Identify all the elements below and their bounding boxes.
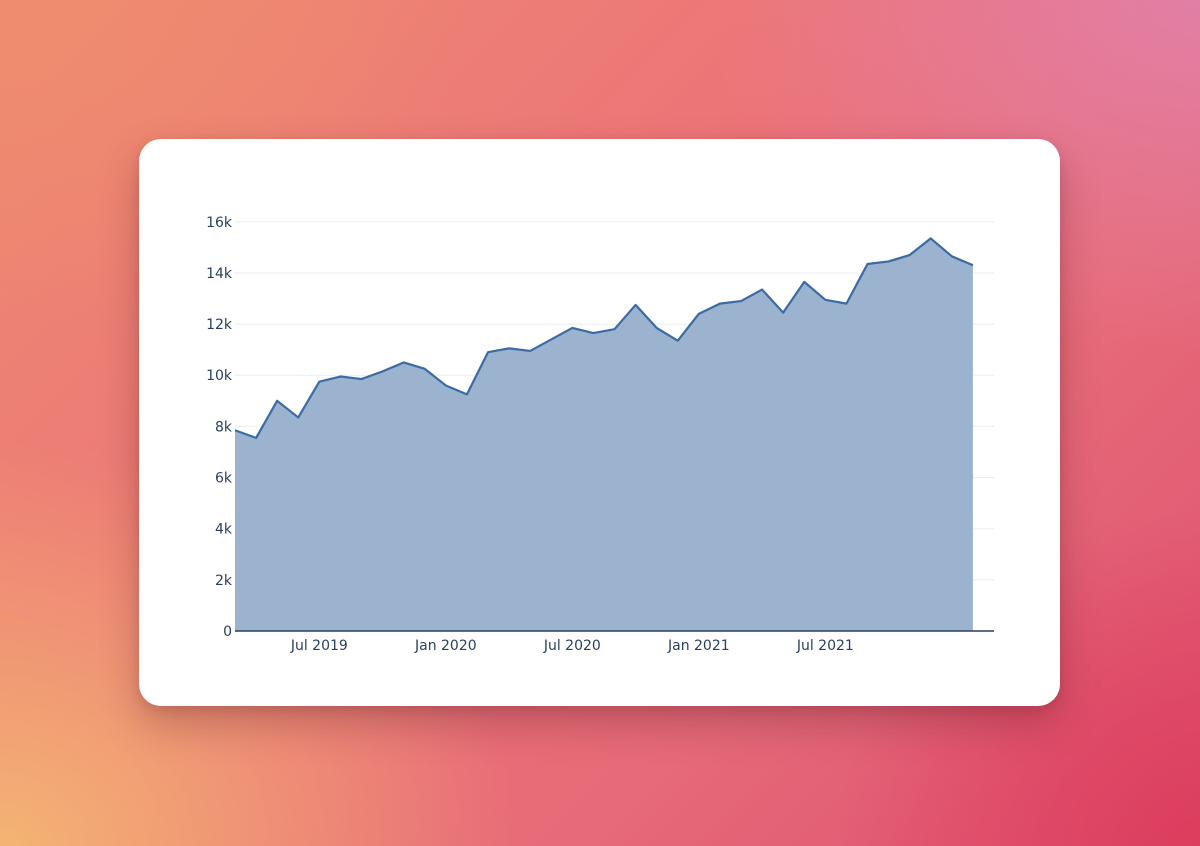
x-tick-label: Jul 2020 [543,638,601,654]
y-tick-label: 10k [206,368,233,384]
y-tick-label: 16k [206,215,233,231]
y-tick-label: 0 [223,624,232,640]
chart-card: 0 2k 4k 6k 8k 10k 12k 14k 16k Jul 2019 Jan 2020 Ju… [139,139,1060,706]
x-tick-label: Jul 2021 [796,638,854,654]
y-tick-label: 6k [215,471,233,487]
y-tick-label: 14k [206,266,233,282]
area-fill [235,238,973,631]
x-tick-label: Jan 2021 [667,638,730,654]
y-tick-label: 2k [215,573,233,589]
series-line [234,237,974,439]
x-tick-label: Jan 2020 [414,638,477,654]
y-tick-label: 4k [215,522,233,538]
y-tick-label: 12k [206,317,233,333]
x-axis-ticks: Jul 2019 Jan 2020 Jul 2020 Jan 2021 Jul 2021 [290,638,854,654]
y-tick-label: 8k [215,419,233,435]
y-axis-ticks: 0 2k 4k 6k 8k 10k 12k 14k 16k [206,215,233,640]
x-tick-label: Jul 2019 [290,638,348,654]
